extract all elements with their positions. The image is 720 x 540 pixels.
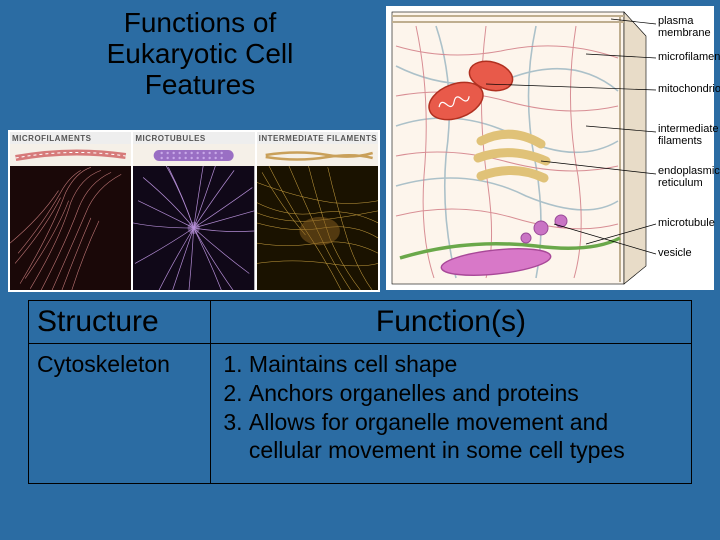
slide-title: Functions of Eukaryotic Cell Features	[75, 8, 325, 100]
header-structure: Structure	[29, 301, 211, 344]
function-item: Anchors organelles and proteins	[249, 379, 683, 408]
intermediate-panel: INTERMEDIATE FILAMENTS	[257, 132, 378, 290]
function-item: Maintains cell shape	[249, 350, 683, 379]
label-microfilaments: microfilaments	[658, 52, 720, 64]
function-item: Allows for organelle movement and cellul…	[249, 408, 683, 466]
microtubules-micrograph	[133, 166, 254, 290]
label-microtubule: microtubule	[658, 218, 715, 230]
cell-structure: Cytoskeleton	[29, 344, 211, 484]
label-mitochondrion: mitochondrion	[658, 84, 720, 96]
microfilaments-ribbon	[10, 144, 131, 166]
microtubules-label: MICROTUBULES	[133, 132, 254, 144]
label-endoplasmic-reticulum: endoplasmic reticulum	[658, 166, 720, 189]
header-function: Function(s)	[210, 301, 691, 344]
cell-functions: Maintains cell shape Anchors organelles …	[210, 344, 691, 484]
microfilaments-panel: MICROFILAMENTS	[10, 132, 131, 290]
label-plasma-membrane: plasma membrane	[658, 16, 714, 39]
filament-panels-figure: MICROFILAMENTS	[8, 130, 380, 292]
intermediate-ribbon	[257, 144, 378, 166]
microfilaments-micrograph	[10, 166, 131, 290]
microtubules-ribbon	[133, 144, 254, 166]
microtubules-panel: MICROTUBULES	[133, 132, 254, 290]
label-vesicle: vesicle	[658, 248, 692, 260]
intermediate-label: INTERMEDIATE FILAMENTS	[257, 132, 378, 144]
label-intermediate-filaments: intermediate filaments	[658, 124, 719, 147]
cell-diagram: plasma membrane microfilaments mitochond…	[386, 6, 714, 290]
structure-function-table: Structure Function(s) Cytoskeleton Maint…	[28, 300, 692, 484]
microfilaments-label: MICROFILAMENTS	[10, 132, 131, 144]
intermediate-micrograph	[257, 166, 378, 290]
